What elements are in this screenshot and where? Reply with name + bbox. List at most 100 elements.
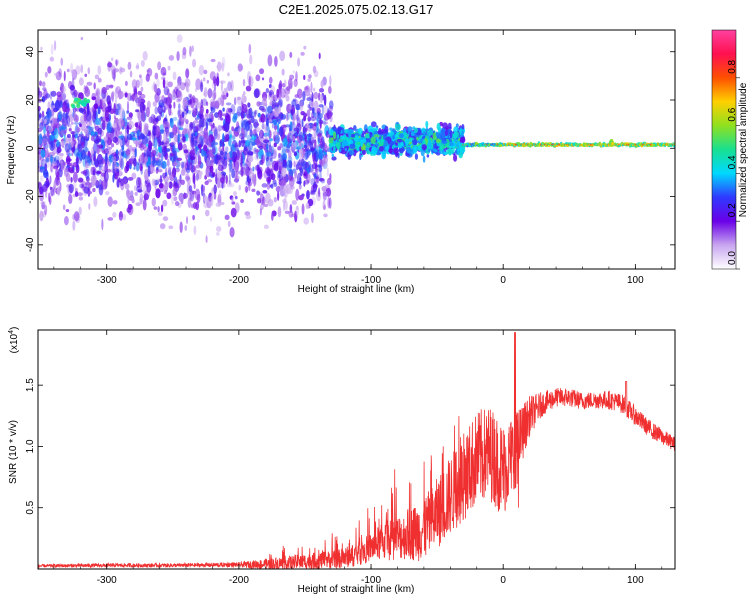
spectrogram-cell [140,144,147,149]
spectrogram-cell [203,144,208,152]
spectrogram-cell [286,159,293,172]
spectrogram-cell [283,184,288,194]
spectrogram-cell [303,217,309,225]
spectrogram-cell [371,146,378,155]
spectrogram-cell [298,195,304,201]
spectrogram-cell [205,109,209,114]
spectrogram-cell [119,67,126,73]
spectrogram-cell [220,80,223,92]
spectrogram-cell [191,190,196,195]
spectrogram-cell [302,149,307,156]
spectrogram-cell [362,138,367,143]
spectrogram-cell [305,202,310,210]
spectrogram-cell [318,150,324,161]
spectrogram-cell [389,127,393,131]
spectrogram-cell [126,116,133,121]
spectrogram-cell [222,113,227,117]
spectrogram-cell [43,126,46,135]
spectrogram-cell [207,118,213,123]
spectrogram-cell [169,117,174,129]
spectrogram-cell [73,117,79,123]
spectrogram-cell [248,75,251,88]
spectrogram-cell [195,201,200,211]
spectrogram-cell [208,149,213,158]
spectrogram-cell [62,204,66,211]
spectrogram-cell [428,139,432,147]
spectrogram-cell [172,187,178,197]
spectrogram-cell [150,113,156,124]
colorbar-tick-label: 0.4 [727,155,738,169]
spectrogram-cell [163,130,167,143]
spectrogram-cell [168,55,175,61]
spectrogram-cell [336,134,340,139]
spectrogram-cell [145,143,149,147]
spectrogram-cell [56,91,62,98]
spectrogram-cell [49,175,52,185]
spectrogram-cell [293,151,298,157]
spectrogram-cell [154,83,157,93]
spectrogram-cell [263,123,267,128]
spectrogram-cell [436,122,441,131]
spectrogram-cell [203,195,208,202]
spectrogram-cell [45,93,51,99]
spectrogram-cell [65,112,68,120]
spectrogram-cell [215,202,222,208]
spectrogram-cell [118,131,123,135]
spectrogram-cell [244,166,250,176]
spectrogram-cell [312,183,319,189]
spectrogram-cell [155,117,159,123]
spectrogram-cell [322,105,329,114]
spectrogram-cell [277,100,283,108]
spectrogram-cell [287,186,293,195]
spectrogram-cell [537,141,541,144]
spectrogram-cell [63,100,67,108]
spectrogram-cell [200,126,203,131]
spectrogram-cell [145,73,150,82]
x-tick-label: 0 [500,275,506,286]
spectrogram-cell [240,136,245,148]
spectrogram-cell [322,191,327,201]
spectrogram-cell [192,120,199,124]
spectrogram-cell [398,133,404,138]
spectrogram-cell [176,157,183,162]
spectrogram-cell [456,146,460,154]
spectrogram-cell [295,103,301,111]
spectrogram-cell [224,214,230,221]
spectrogram-cell [157,206,160,213]
spectrogram-cell [313,91,319,100]
spectrogram-cell [118,156,123,168]
spectrogram-cell [254,153,260,161]
spectrogram-cell [219,140,223,148]
spectrogram-cell [91,96,97,101]
spectrogram-cell [281,68,285,76]
spectrogram-cell [75,161,79,171]
spectrogram-cell [80,64,84,74]
spectrogram-cell [320,80,324,89]
spectrogram-cell [135,161,140,172]
spectrogram-cell [49,90,53,100]
spectrogram-cell [63,167,69,177]
spectrogram-cell [195,142,199,147]
spectrogram-cell [303,74,306,81]
spectrogram-cell [213,128,218,140]
spectrogram-cell [328,197,332,209]
spectrogram-cell [368,141,372,145]
spectrogram-cell [266,182,271,190]
spectrogram-cell [129,117,132,128]
spectrogram-cell [310,81,313,93]
x-tick-label: -300 [97,575,117,586]
spectrogram-cell [276,115,279,123]
spectrogram-cell [246,176,249,182]
spectrogram-cell [276,88,280,98]
spectrogram-cell [250,151,253,157]
spectrogram-cell [182,47,187,56]
spectrogram-cell [205,135,212,148]
spectrogram-cell [186,107,189,114]
spectrogram-cell [158,141,165,146]
spectrogram-cell [54,99,61,112]
spectrogram-cell [77,135,80,141]
spectrogram-cell [303,180,306,187]
spectrogram-cell [156,158,163,168]
spectrogram-cell [94,74,100,80]
spectrogram-cell [230,144,235,152]
